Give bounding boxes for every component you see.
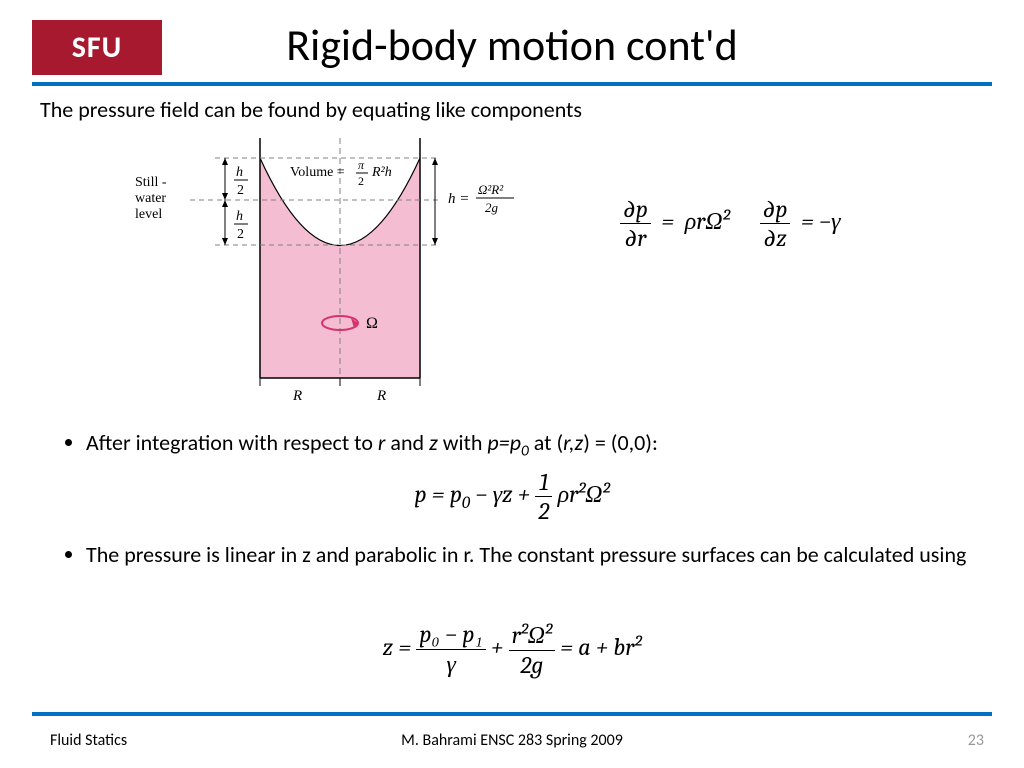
top-rule <box>32 82 992 86</box>
lead-text: The pressure field can be found by equat… <box>40 96 582 123</box>
svg-text:π: π <box>358 158 365 172</box>
svg-text:Still -: Still - <box>135 175 167 190</box>
pressure-equation: p = p0 − γz + 12 ρr²Ω² <box>0 468 1024 525</box>
svg-text:Ω²R²: Ω²R² <box>478 182 504 197</box>
svg-text:R: R <box>292 388 302 404</box>
svg-text:R: R <box>376 388 386 404</box>
svg-text:R²h: R²h <box>371 165 392 180</box>
svg-text:2: 2 <box>237 183 244 198</box>
bullet-1: After integration with respect to r and … <box>56 428 984 462</box>
svg-text:2g: 2g <box>485 200 499 215</box>
svg-text:level: level <box>135 207 162 222</box>
bottom-rule <box>32 712 992 716</box>
svg-text:h: h <box>236 165 243 180</box>
page-number: 23 <box>968 731 984 750</box>
svg-text:2: 2 <box>237 227 244 242</box>
footer-center: M. Bahrami ENSC 283 Spring 2009 <box>0 731 1024 750</box>
svg-text:Volume =: Volume = <box>290 165 345 180</box>
svg-text:Ω: Ω <box>366 315 378 332</box>
svg-text:2: 2 <box>358 174 364 188</box>
page-title: Rigid-body motion cont'd <box>0 18 1024 72</box>
partial-derivative-eqns: ∂p∂r = ρrΩ² ∂p∂z = −γ <box>620 195 841 252</box>
svg-text:h =: h = <box>448 191 469 207</box>
svg-text:water: water <box>135 191 166 206</box>
surface-equation: z = p₀ − p₁γ + r²Ω²2g = a + br² <box>0 620 1024 679</box>
svg-text:h: h <box>236 209 243 224</box>
rotating-fluid-diagram: Still - water level h 2 h 2 Volume = π 2… <box>130 138 560 408</box>
bullet-2: The pressure is linear in z and paraboli… <box>56 540 984 570</box>
